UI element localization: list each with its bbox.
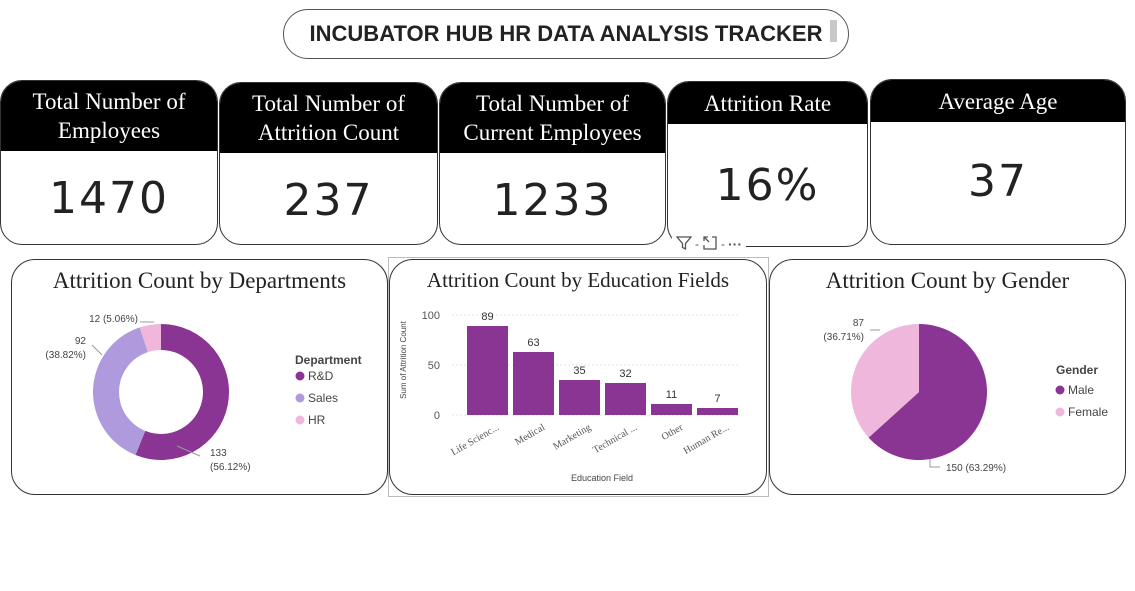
y-tick-label: 0	[434, 410, 440, 422]
toolbar-separator: -	[695, 237, 699, 251]
legend-entry[interactable]: Female	[1068, 405, 1108, 419]
kpi-header: Average Age	[871, 80, 1125, 122]
kpi-label: Total Number of	[32, 89, 186, 114]
legend-marker	[1055, 407, 1065, 417]
legend-marker	[295, 393, 305, 403]
kpi-header: Total Number of Current Employees	[440, 83, 665, 153]
data-label: 12 (5.06%)	[89, 314, 138, 325]
legend-entry[interactable]: R&D	[308, 369, 334, 383]
kpi-label: Attrition Rate	[703, 90, 832, 116]
data-label: 133	[210, 448, 227, 459]
kpi-card-total-employees: Total Number of Employees 1470	[0, 80, 218, 245]
kpi-label: Attrition Count	[257, 120, 400, 145]
x-tick-label: Medical	[513, 422, 547, 448]
department-donut-chart: 133 (56.12%) 92 (38.82%) 12 (5.06%) Departme…	[45, 314, 362, 473]
bar[interactable]	[697, 408, 738, 415]
bar-value-label: 63	[527, 337, 539, 349]
chart-title: Attrition Count by Education Fields	[426, 268, 730, 292]
gender-pie-chart: 150 (63.29%) 87 (36.71%) Gender Male Female	[823, 318, 1108, 474]
x-tick-label: Human Re...	[682, 422, 731, 457]
legend-marker	[295, 415, 305, 425]
bar-value-label: 35	[573, 365, 585, 377]
legend-title: Gender	[1056, 363, 1098, 377]
bar-value-label: 7	[714, 393, 720, 405]
bar[interactable]	[467, 326, 508, 415]
kpi-card-current-employees: Total Number of Current Employees 1233	[439, 82, 666, 245]
y-tick-label: 50	[428, 360, 440, 372]
selected-visual-frame	[388, 257, 769, 497]
leader-line	[176, 445, 201, 457]
chart-card-departments: Attrition Count by Departments 133 (56.12…	[11, 259, 388, 495]
leader-line	[91, 344, 103, 356]
pie-slice-male[interactable]	[868, 324, 987, 460]
education-bar-chart: 0 50 100 89 Life Scienc... 63 Medical 35 Market…	[399, 310, 740, 483]
chart-card-education: Attrition Count by Education Fields 0 50 1…	[389, 259, 767, 495]
bar-value-label: 32	[619, 368, 631, 380]
bar[interactable]	[513, 352, 554, 415]
legend-entry[interactable]: Male	[1068, 383, 1094, 397]
data-label-pct: (36.71%)	[823, 332, 864, 343]
more-options-icon[interactable]: ···	[728, 236, 742, 252]
kpi-label: Total Number of	[252, 91, 405, 116]
data-label: 150 (63.29%)	[946, 463, 1006, 474]
x-tick-label: Marketing	[551, 422, 593, 452]
bar[interactable]	[605, 383, 646, 415]
kpi-card-average-age: Average Age 37	[870, 79, 1126, 245]
focus-mode-icon[interactable]	[702, 235, 718, 254]
data-label-pct: (38.82%)	[45, 350, 86, 361]
data-label: 92	[75, 336, 87, 347]
x-tick-label: Other	[660, 422, 686, 443]
kpi-card-attrition-count: Total Number of Attrition Count 237	[219, 82, 438, 245]
kpi-header: Total Number of Attrition Count	[220, 83, 437, 153]
dashboard-title-box: INCUBATOR HUB HR DATA ANALYSIS TRACKER	[283, 9, 849, 59]
kpi-label: Average Age	[938, 88, 1058, 114]
pie-slice-female[interactable]	[851, 324, 919, 438]
legend-title: Department	[295, 353, 362, 367]
chart-card-gender: Attrition Count by Gender 150 (63.29%) 87…	[769, 259, 1126, 495]
legend-entry[interactable]: HR	[308, 413, 326, 427]
data-label: 87	[853, 318, 865, 329]
legend-marker	[1055, 385, 1065, 395]
text-cursor	[830, 20, 837, 42]
kpi-card-attrition-rate: Attrition Rate 16%	[667, 81, 868, 247]
bar-value-label: 11	[666, 389, 677, 401]
kpi-value: 237	[283, 175, 374, 226]
filter-icon[interactable]	[675, 235, 693, 254]
bar[interactable]	[651, 404, 692, 415]
kpi-value: 37	[968, 156, 1028, 207]
visual-toolbar: - - ···	[672, 234, 746, 254]
chart-title: Attrition Count by Gender	[825, 268, 1070, 293]
dashboard-title: INCUBATOR HUB HR DATA ANALYSIS TRACKER	[309, 21, 823, 46]
x-tick-label: Technical ...	[591, 422, 639, 456]
kpi-value: 1233	[492, 175, 613, 226]
y-axis-label: Sum of Attrition Count	[399, 320, 408, 399]
legend-entry[interactable]: Sales	[308, 391, 338, 405]
kpi-label: Current Employees	[463, 120, 642, 145]
kpi-header: Total Number of Employees	[1, 81, 217, 151]
chart-title: Attrition Count by Departments	[52, 268, 347, 293]
legend-marker	[295, 371, 305, 381]
bar[interactable]	[559, 380, 600, 415]
x-axis-label: Education Field	[571, 473, 633, 483]
bar-value-label: 89	[481, 311, 493, 323]
kpi-label: Employees	[57, 118, 161, 143]
kpi-label: Total Number of	[476, 91, 629, 116]
kpi-header: Attrition Rate	[668, 82, 867, 124]
toolbar-separator: -	[721, 237, 725, 251]
kpi-value: 1470	[49, 173, 169, 224]
donut-slice-sales[interactable]	[93, 327, 148, 456]
kpi-value: 16%	[715, 160, 820, 211]
data-label-pct: (56.12%)	[210, 462, 251, 473]
donut-slice-hr[interactable]	[139, 324, 161, 353]
y-tick-label: 100	[422, 310, 440, 322]
donut-slice-rd[interactable]	[135, 324, 229, 460]
x-tick-label: Life Scienc...	[449, 422, 501, 458]
leader-line	[929, 459, 940, 468]
